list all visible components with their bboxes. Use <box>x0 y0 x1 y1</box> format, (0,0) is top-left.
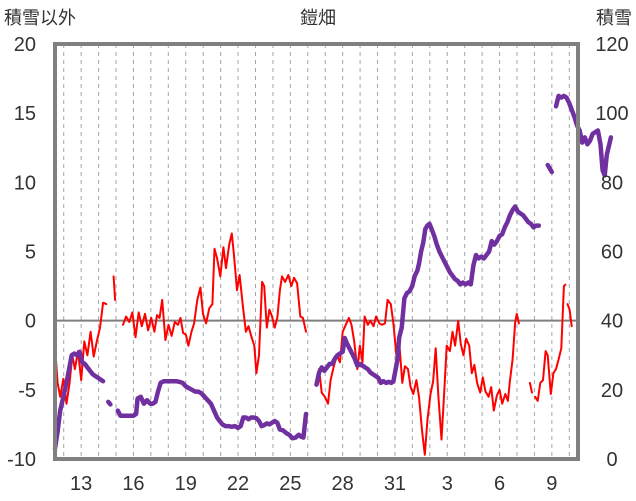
chart-title: 鎧畑 <box>300 8 336 29</box>
x-tick-label: 25 <box>279 473 301 495</box>
x-tick-label: 28 <box>332 473 354 495</box>
right-tick-label: 120 <box>595 34 628 56</box>
right-axis-label: 積雪 <box>596 8 632 29</box>
x-tick-label: 6 <box>494 473 505 495</box>
right-tick-label: 0 <box>606 449 617 471</box>
series-line <box>314 204 542 387</box>
series-line <box>545 162 555 175</box>
left-tick-label: 5 <box>25 242 36 264</box>
series-line <box>553 93 614 178</box>
series-line <box>566 303 573 328</box>
plot-frame <box>53 42 580 461</box>
series-other <box>54 232 573 456</box>
series-line <box>528 381 533 394</box>
x-tick-label: 9 <box>546 473 557 495</box>
series-line <box>318 298 520 456</box>
series-line <box>112 275 117 301</box>
series-line <box>115 378 309 441</box>
left-tick-label: 10 <box>14 172 36 194</box>
left-tick-label: -5 <box>18 380 36 402</box>
left-tick-label: -10 <box>7 449 36 471</box>
x-tick-label: 3 <box>442 473 453 495</box>
series-snow-depth <box>52 93 614 451</box>
left-tick-label: 15 <box>14 103 36 125</box>
right-tick-label: 100 <box>595 103 628 125</box>
right-tick-label: 60 <box>601 242 623 264</box>
series-line <box>534 283 567 402</box>
series-line <box>54 301 108 405</box>
series-line <box>122 232 307 375</box>
left-axis-label: 積雪以外 <box>4 8 76 29</box>
left-tick-label: 0 <box>25 311 36 333</box>
x-tick-label: 22 <box>227 473 249 495</box>
right-tick-label: 20 <box>601 380 623 402</box>
x-axis-ticks: 13 16 19 22 25 28 31 3 6 9 <box>70 473 557 495</box>
x-tick-label: 13 <box>70 473 92 495</box>
x-tick-label: 16 <box>122 473 144 495</box>
x-tick-label: 31 <box>384 473 406 495</box>
series-layer <box>52 93 614 456</box>
right-tick-label: 80 <box>601 172 623 194</box>
left-axis-ticks: -10 -5 0 5 10 15 20 <box>7 34 36 471</box>
right-axis-ticks: 0 20 40 60 80 100 120 <box>595 34 628 471</box>
left-tick-label: 20 <box>14 34 36 56</box>
series-line <box>52 349 106 451</box>
series-line <box>106 399 113 407</box>
x-tick-label: 19 <box>175 473 197 495</box>
right-tick-label: 40 <box>601 311 623 333</box>
